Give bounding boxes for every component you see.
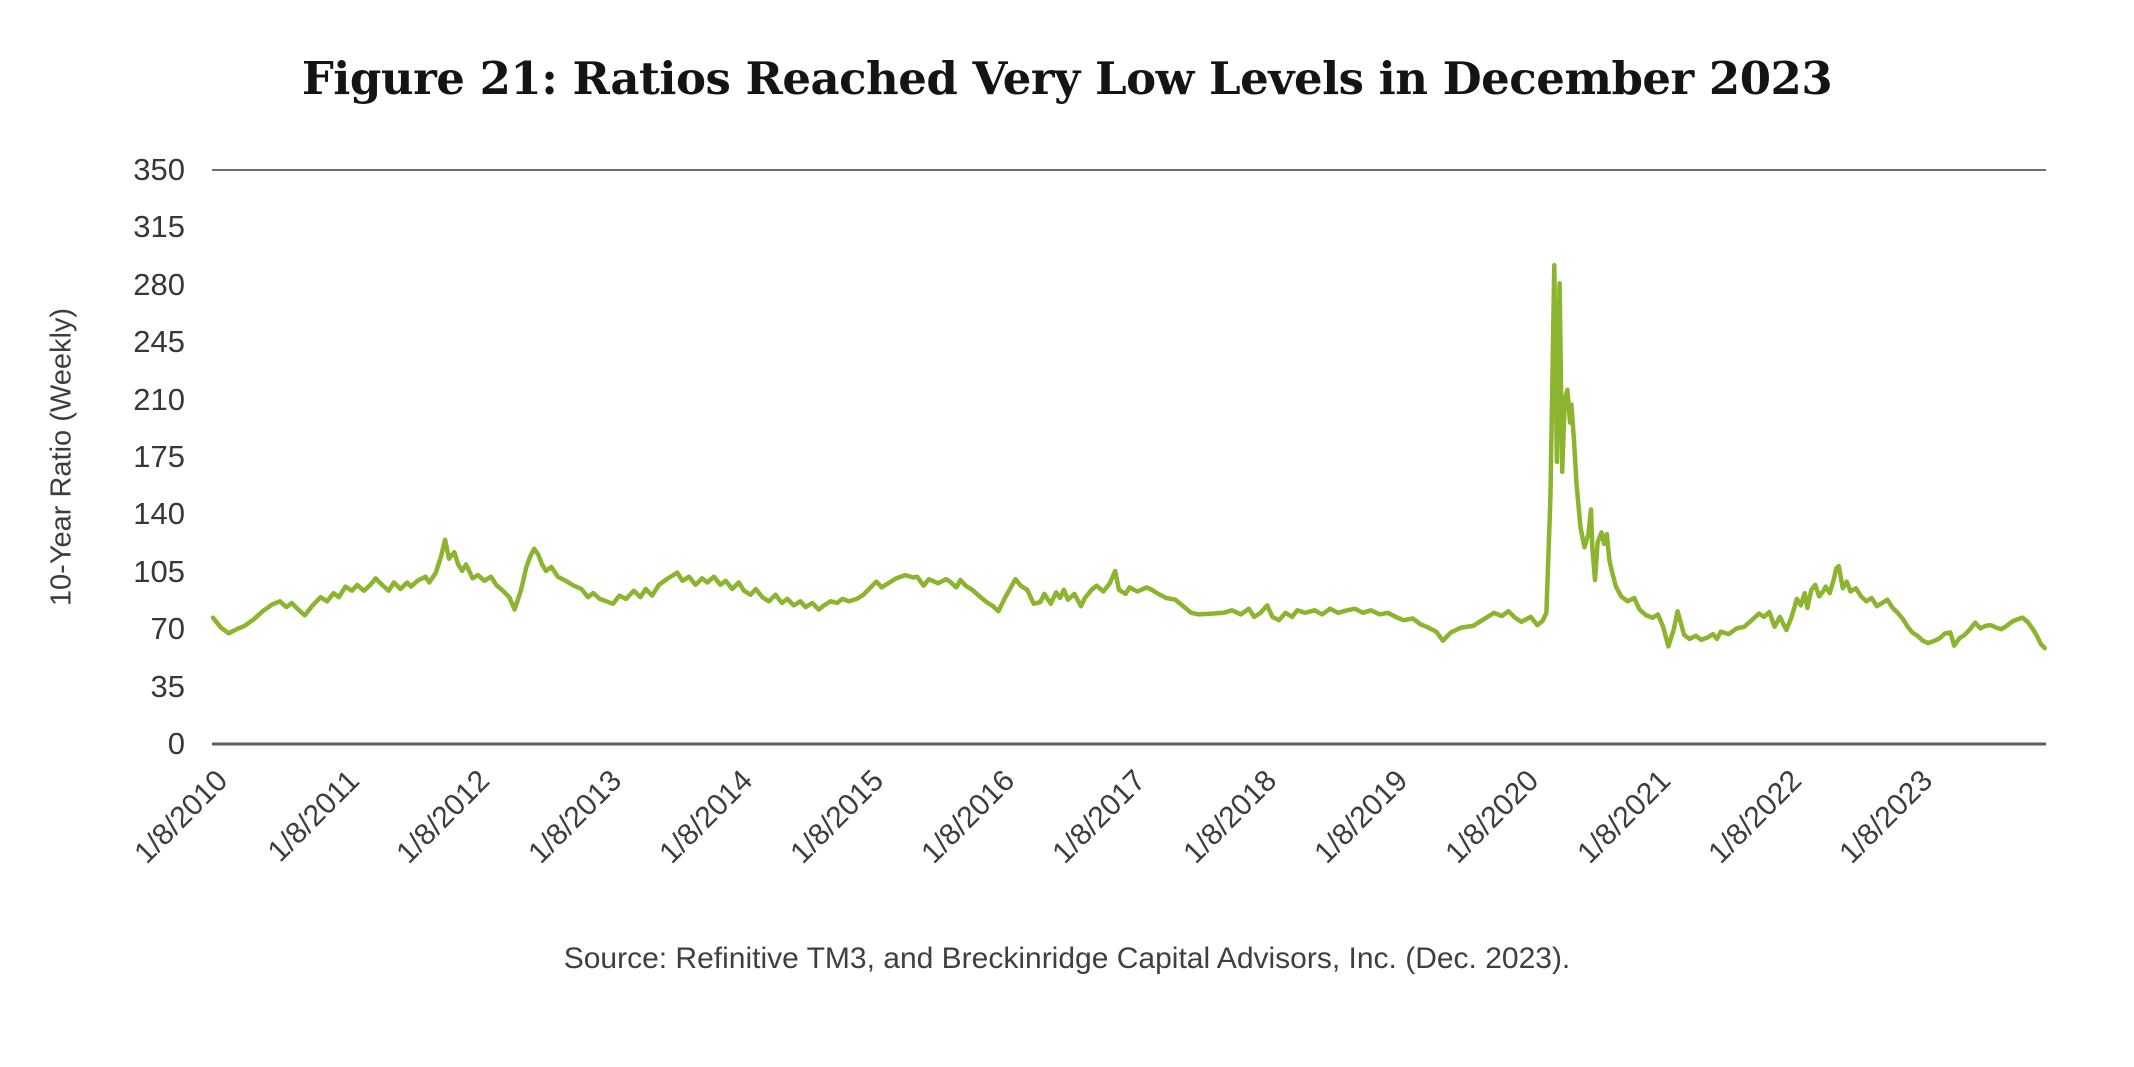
y-tick-label: 175 [133,439,185,474]
y-tick-label: 210 [133,381,185,417]
chart-title: Figure 21: Ratios Reached Very Low Level… [301,52,1833,105]
y-tick-label: 105 [133,553,185,589]
y-tick-label: 280 [133,266,185,302]
y-tick-label: 350 [133,152,185,187]
y-tick-label: 70 [150,611,185,647]
y-tick-label: 140 [133,496,185,532]
y-tick-label: 245 [133,324,185,360]
y-tick-label: 0 [167,726,185,761]
y-tick-label: 315 [133,209,185,245]
y-tick-label: 35 [150,668,185,704]
source-note: Source: Refinitive TM3, and Breckinridge… [563,942,1571,975]
ratio-line-series [210,262,2047,651]
